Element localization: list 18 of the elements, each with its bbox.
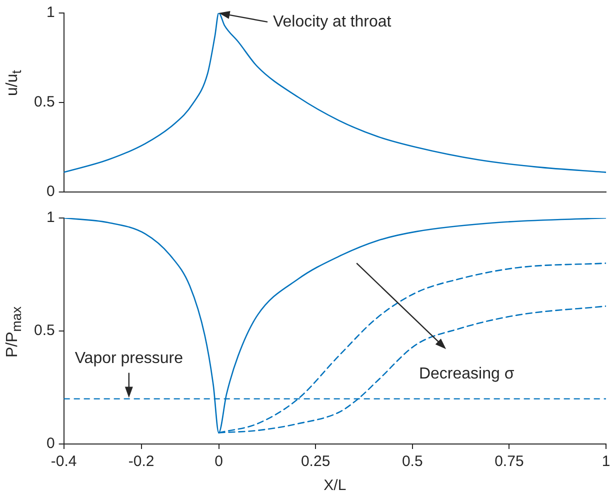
x-tick-label: 0.75 xyxy=(494,453,524,470)
x-tick-label: 1 xyxy=(602,453,610,470)
y-tick-label: 0.5 xyxy=(34,94,55,111)
y-tick-label: 0.5 xyxy=(34,322,55,340)
ref-line-label: Vapor pressure xyxy=(74,350,184,368)
y-tick-label: 1 xyxy=(46,209,55,226)
line-series xyxy=(64,218,606,434)
x-tick-label: 0 xyxy=(214,453,223,470)
x-tick-label: 0.25 xyxy=(300,453,330,470)
x-axis-title: X/L xyxy=(324,477,346,494)
annotation: Velocity at throat xyxy=(272,13,392,30)
y-tick-label: 1 xyxy=(46,4,55,22)
x-tick-label: -0.4 xyxy=(50,453,77,470)
annotation: Decreasing σ xyxy=(418,365,514,382)
y-tick-label: 0 xyxy=(46,183,55,200)
x-tick-label: -0.2 xyxy=(128,453,154,470)
y-tick-label: 0 xyxy=(46,435,55,452)
x-tick-label: 0.5 xyxy=(402,453,423,470)
